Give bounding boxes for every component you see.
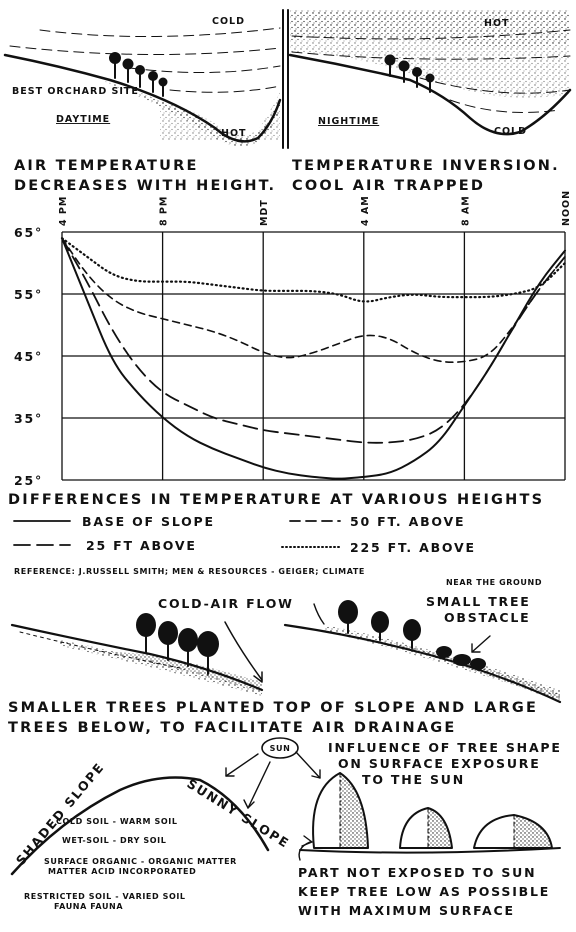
best-orchard-site-label: BEST ORCHARD SITE bbox=[12, 86, 139, 97]
drainage-caption-1: SMALLER TREES PLANTED TOP OF SLOPE AND L… bbox=[8, 700, 538, 716]
legend-225ft: 225 FT. ABOVE bbox=[350, 540, 476, 555]
nighttime-panel: HOT COLD NIGHTIME bbox=[288, 10, 572, 137]
nighttime-cold-label: COLD bbox=[494, 126, 527, 137]
sunny-slope-label: SUNNY SLOPE bbox=[184, 776, 292, 851]
y-tick-label: 65° bbox=[14, 225, 43, 240]
tree-icon bbox=[425, 73, 435, 93]
small-tree-label-1: SMALL TREE bbox=[426, 594, 531, 609]
tree-icon bbox=[178, 628, 198, 667]
tree-icon bbox=[384, 54, 396, 77]
tree-icon bbox=[158, 621, 178, 661]
series-line-dot bbox=[60, 237, 567, 303]
tree-icon bbox=[135, 65, 145, 88]
x-tick-labels: 4 PM 8 PM MDT 4 AM 8 AM NOON bbox=[58, 190, 572, 226]
daytime-panel: COLD HOT BEST ORCHARD SITE DAYTIME bbox=[3, 16, 282, 147]
series-line-solid bbox=[61, 237, 566, 480]
shape-note-2: KEEP TREE LOW AS POSSIBLE bbox=[298, 884, 550, 899]
reference-line-2: NEAR THE GROUND bbox=[446, 578, 542, 587]
tree-icon bbox=[371, 611, 389, 641]
tree-icon bbox=[398, 60, 410, 83]
tree-icon bbox=[158, 77, 168, 97]
daytime-hot-label: HOT bbox=[221, 128, 247, 139]
chart-grid bbox=[61, 231, 566, 481]
y-tick-label: 45° bbox=[14, 349, 43, 364]
tree-shape-diagram bbox=[298, 772, 561, 861]
caption-left-2: DECREASES WITH HEIGHT. bbox=[14, 178, 276, 194]
x-tick-label: MDT bbox=[259, 199, 270, 226]
drainage-caption-2: TREES BELOW, TO FACILITATE AIR DRAINAGE bbox=[8, 720, 456, 736]
shape-title-1: INFLUENCE OF TREE SHAPE bbox=[328, 740, 562, 755]
x-tick-label: 4 PM bbox=[58, 196, 69, 226]
drainage-right bbox=[283, 600, 562, 704]
slope-row-1: COLD SOIL - WARM SOIL bbox=[56, 817, 178, 826]
nighttime-label: NIGHTIME bbox=[318, 116, 379, 127]
slope-row-3a: SURFACE ORGANIC - ORGANIC MATTER bbox=[44, 857, 237, 866]
tree-icon bbox=[403, 619, 421, 649]
shape-note-1: PART NOT EXPOSED TO SUN bbox=[298, 865, 536, 880]
y-tick-labels: 65° 55° 45° 35° 25° bbox=[14, 225, 43, 488]
shape-note-3: WITH MAXIMUM SURFACE bbox=[298, 903, 515, 918]
shape-title-3: TO THE SUN bbox=[362, 772, 465, 787]
tree-icon bbox=[453, 654, 471, 666]
legend-25ft: 25 FT ABOVE bbox=[86, 538, 197, 553]
x-tick-label: 8 PM bbox=[159, 196, 170, 226]
nighttime-hot-label: HOT bbox=[484, 18, 510, 29]
tree-icon bbox=[470, 658, 486, 671]
tree-icon bbox=[436, 646, 452, 659]
tree-icon bbox=[197, 631, 219, 675]
tree-icon bbox=[122, 58, 134, 83]
tree-icon bbox=[338, 600, 358, 634]
cold-air-arrow bbox=[224, 621, 263, 681]
shaded-slope-label: SHADED SLOPE bbox=[13, 759, 108, 868]
daytime-label: DAYTIME bbox=[56, 114, 110, 125]
shape-title-2: ON SURFACE EXPOSURE bbox=[338, 756, 541, 771]
slope-row-4b: FAUNA FAUNA bbox=[54, 902, 123, 911]
caption-right-2: COOL AIR TRAPPED bbox=[292, 178, 485, 194]
legend-50ft: 50 FT. ABOVE bbox=[350, 514, 465, 529]
y-tick-label: 35° bbox=[14, 411, 43, 426]
legend-title: DIFFERENCES IN TEMPERATURE AT VARIOUS HE… bbox=[8, 492, 544, 508]
x-tick-label: 4 AM bbox=[360, 195, 371, 226]
small-tree-label-2: OBSTACLE bbox=[444, 610, 530, 625]
reference-line-1: REFERENCE: J.RUSSELL SMITH; MEN & RESOUR… bbox=[14, 567, 365, 576]
sun-icon bbox=[261, 737, 299, 759]
drainage-left bbox=[10, 613, 264, 696]
cold-air-flow-label: COLD-AIR FLOW bbox=[158, 596, 294, 611]
slope-row-3b: MATTER ACID INCORPORATED bbox=[48, 867, 196, 876]
slope-row-4a: RESTRICTED SOIL - VARIED SOIL bbox=[24, 892, 186, 901]
slope-diagram: SUN SHADED SLOPE SUNNY SLOPE COLD SOIL -… bbox=[10, 737, 321, 911]
tree-icon bbox=[136, 613, 156, 654]
tree-icon bbox=[148, 71, 158, 93]
x-tick-label: 8 AM bbox=[460, 195, 471, 226]
x-tick-label: NOON bbox=[561, 190, 572, 226]
series-line-longdash bbox=[61, 237, 566, 444]
slope-row-2: WET-SOIL - DRY SOIL bbox=[62, 836, 166, 845]
daytime-cold-label: COLD bbox=[212, 16, 245, 27]
series-line-dash bbox=[61, 237, 566, 363]
tree-icon bbox=[109, 52, 121, 79]
tree-icon bbox=[412, 67, 422, 88]
y-tick-label: 25° bbox=[14, 473, 43, 488]
caption-right-1: TEMPERATURE INVERSION. bbox=[292, 158, 560, 174]
cold-air-flow-arrow bbox=[313, 603, 325, 625]
temperature-chart: 4 PM 8 PM MDT 4 AM 8 AM NOON 65° 55° 45° 35° 25° bbox=[14, 190, 572, 488]
chart-series bbox=[60, 237, 567, 480]
legend-base-of-slope: BASE OF SLOPE bbox=[82, 514, 215, 529]
sun-label: SUN bbox=[270, 744, 291, 753]
legend: BASE OF SLOPE 50 FT. ABOVE 25 FT ABOVE 2… bbox=[13, 514, 476, 555]
caption-left-1: AIR TEMPERATURE bbox=[14, 158, 199, 174]
y-tick-label: 55° bbox=[14, 287, 43, 302]
